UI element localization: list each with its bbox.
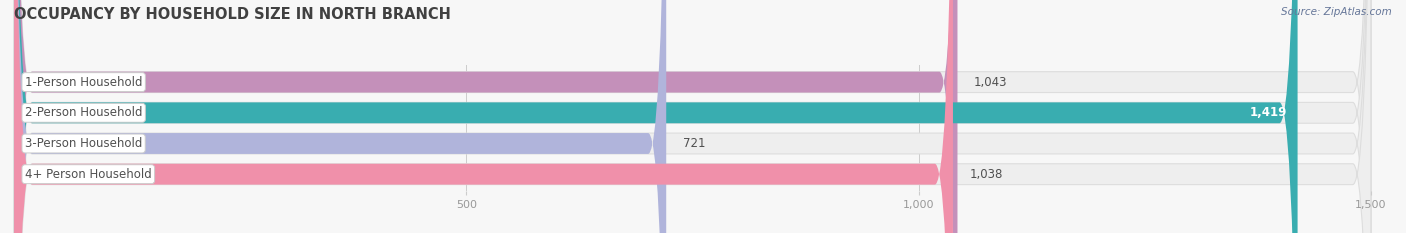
Text: 1,038: 1,038: [969, 168, 1002, 181]
Text: OCCUPANCY BY HOUSEHOLD SIZE IN NORTH BRANCH: OCCUPANCY BY HOUSEHOLD SIZE IN NORTH BRA…: [14, 7, 451, 22]
FancyBboxPatch shape: [14, 0, 953, 233]
Text: 2-Person Household: 2-Person Household: [25, 106, 142, 119]
Text: 1,419: 1,419: [1250, 106, 1286, 119]
FancyBboxPatch shape: [14, 0, 1371, 233]
Text: 1,043: 1,043: [974, 76, 1007, 89]
FancyBboxPatch shape: [14, 0, 1371, 233]
Text: 721: 721: [682, 137, 704, 150]
FancyBboxPatch shape: [14, 0, 666, 233]
FancyBboxPatch shape: [14, 0, 1371, 233]
FancyBboxPatch shape: [14, 0, 957, 233]
FancyBboxPatch shape: [14, 0, 1371, 233]
Text: 3-Person Household: 3-Person Household: [25, 137, 142, 150]
Text: 1-Person Household: 1-Person Household: [25, 76, 142, 89]
Text: 4+ Person Household: 4+ Person Household: [25, 168, 152, 181]
FancyBboxPatch shape: [14, 0, 1298, 233]
Text: Source: ZipAtlas.com: Source: ZipAtlas.com: [1281, 7, 1392, 17]
